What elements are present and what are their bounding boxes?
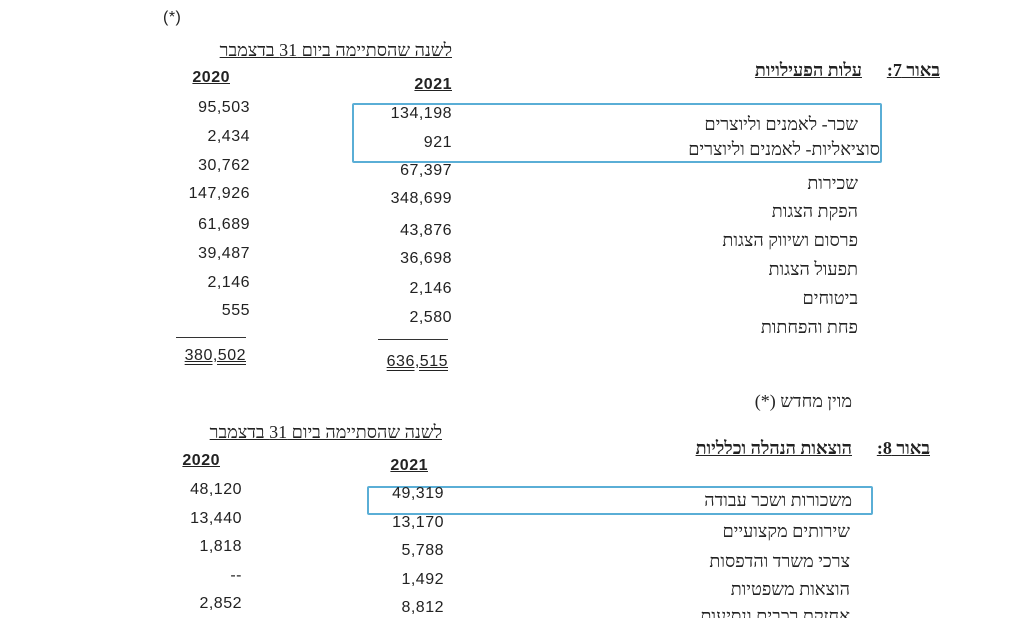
total-value: 636,515 (386, 353, 448, 370)
year-header: 2020 (192, 69, 230, 86)
period-header: לשנה שהסתיימה ביום 31 בדצמבר (209, 422, 442, 442)
cell-value: -- (230, 567, 242, 584)
footnote: מוין מחדש (*) (754, 391, 852, 411)
row-label: פחת והפחתות (760, 317, 858, 337)
row-label: הפקת הצגות (771, 201, 858, 221)
year-header: 2021 (390, 457, 428, 474)
row-label: שכירות (807, 173, 858, 193)
cell-value: 61,689 (198, 216, 250, 233)
row-label: אחזקת רכבים ונסיעות (700, 606, 850, 618)
sum-rule (176, 337, 246, 338)
cell-value: 1,818 (199, 538, 242, 555)
cell-value: 13,170 (392, 514, 444, 531)
cell-value: 1,492 (401, 571, 444, 588)
cell-value: 39,487 (198, 245, 250, 262)
cell-value: 147,926 (188, 185, 250, 202)
cell-value: 348,699 (390, 190, 452, 207)
cell-value: 67,397 (400, 162, 452, 179)
cell-value: 2,580 (409, 309, 452, 326)
total-value: 380,502 (184, 347, 246, 364)
row-label: תפעול הצגות (768, 259, 858, 279)
cell-value: 921 (423, 134, 452, 151)
row-label: צרכי משרד והדפסות (709, 551, 850, 571)
row-label: ביטוחים (802, 288, 858, 308)
row-label: הוצאות משפטיות (730, 579, 850, 599)
period-header: לשנה שהסתיימה ביום 31 בדצמבר (219, 40, 452, 60)
note-label: באור 8: (876, 438, 930, 458)
note-marker: (*) (163, 9, 182, 26)
cell-value: 36,698 (400, 250, 452, 267)
cell-value: 555 (221, 302, 250, 319)
cell-value: 13,440 (190, 510, 242, 527)
cell-value: 30,762 (198, 157, 250, 174)
cell-value: 48,120 (190, 481, 242, 498)
cell-value: 5,788 (401, 542, 444, 559)
sum-rule (378, 339, 448, 340)
row-label: שירותים מקצועיים (722, 521, 850, 541)
note-title: הוצאות הנהלה וכלליות (695, 438, 852, 458)
row-label: סוציאליות- לאמנים וליוצרים (688, 139, 880, 159)
note-title: עלות הפעילויות (754, 60, 862, 80)
cell-value: 8,812 (401, 599, 444, 616)
cell-value: 2,852 (199, 595, 242, 612)
cell-value: 2,434 (207, 128, 250, 145)
cell-value: 49,319 (392, 485, 444, 502)
row-label: משכורות ושכר עבודה (704, 490, 852, 510)
cell-value: 95,503 (198, 99, 250, 116)
cell-value: 2,146 (409, 280, 452, 297)
year-header: 2021 (414, 76, 452, 93)
year-header: 2020 (182, 452, 220, 469)
cell-value: 43,876 (400, 222, 452, 239)
highlight-box (367, 486, 873, 515)
row-label: שכר- לאמנים וליוצרים (704, 114, 858, 134)
cell-value: 2,146 (207, 274, 250, 291)
row-label: פרסום ושיווק הצגות (722, 230, 858, 250)
highlight-box (352, 103, 882, 163)
cell-value: 134,198 (390, 105, 452, 122)
note-label: באור 7: (886, 60, 940, 80)
